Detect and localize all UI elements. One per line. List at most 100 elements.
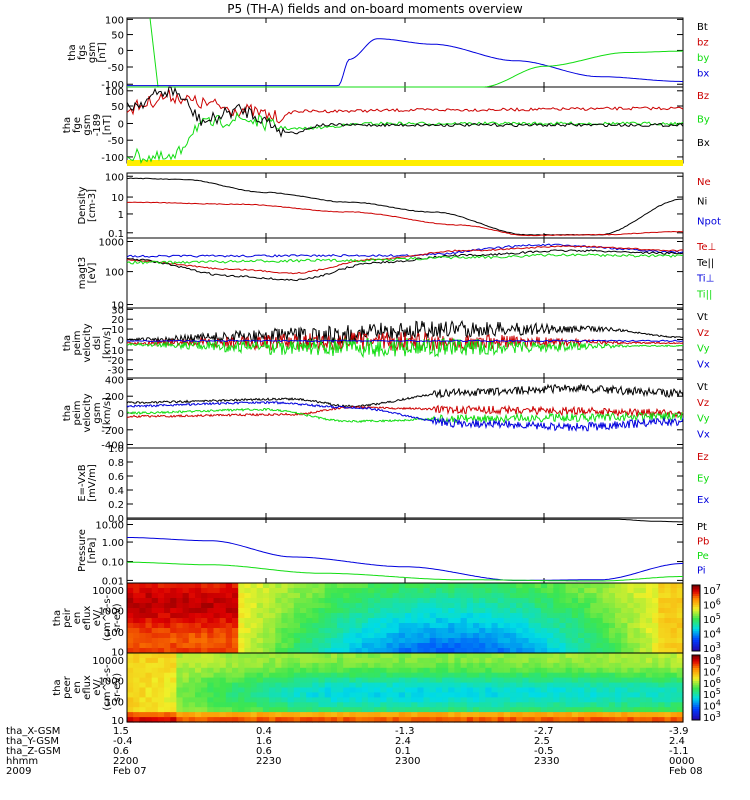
y-tick-label-density: 10: [111, 193, 124, 204]
peir-spectrogram-cell: [182, 608, 190, 614]
peir-spectrogram-cell: [658, 608, 666, 614]
peer-spectrogram-cell: [306, 717, 313, 723]
peer-spectrogram-cell: [473, 662, 480, 669]
peer-spectrogram-cell: [133, 692, 140, 698]
peer-spectrogram-cell: [324, 662, 332, 669]
peir-spectrogram-cell: [559, 613, 567, 619]
peir-colorbar-segment: [692, 637, 700, 641]
peer-spectrogram-cell: [238, 712, 245, 718]
peer-spectrogram-cell: [534, 707, 542, 713]
peer-spectrogram-cell: [528, 653, 536, 659]
peir-spectrogram-cell: [262, 608, 270, 614]
peer-spectrogram-cell: [571, 653, 579, 659]
peir-spectrogram-cell: [540, 613, 548, 619]
peir-spectrogram-cell: [621, 608, 628, 614]
peir-spectrogram-cell: [633, 633, 641, 639]
peir-spectrogram-cell: [287, 638, 295, 644]
peir-colorbar-segment: [692, 631, 700, 634]
peir-spectrogram-cell: [262, 603, 270, 609]
peer-spectrogram-cell: [584, 657, 591, 664]
peer-spectrogram-cell: [398, 677, 406, 684]
peer-spectrogram-cell: [312, 692, 320, 698]
peir-spectrogram-cell: [670, 613, 678, 619]
peir-spectrogram-cell: [182, 593, 190, 599]
peer-spectrogram-cell: [219, 653, 227, 659]
peer-spectrogram-cell: [417, 662, 425, 669]
peer-spectrogram-cell: [627, 667, 635, 674]
peir-spectrogram-cell: [547, 618, 554, 624]
peer-spectrogram-cell: [466, 692, 474, 698]
peer-spectrogram-cell: [367, 687, 375, 693]
peer-spectrogram-cell: [386, 672, 394, 679]
peir-spectrogram-cell: [485, 628, 493, 634]
peir-spectrogram-cell: [615, 583, 622, 589]
peer-spectrogram-cell: [398, 667, 406, 674]
peer-spectrogram-cell: [411, 702, 418, 708]
peir-spectrogram-cell: [429, 633, 437, 639]
peir-spectrogram-cell: [652, 598, 659, 604]
peir-spectrogram-cell: [170, 593, 177, 599]
peer-colorbar-segment: [692, 668, 700, 671]
peir-spectrogram-cell: [411, 588, 418, 594]
peer-spectrogram-cell: [670, 702, 678, 708]
peir-spectrogram-cell: [312, 628, 320, 634]
peir-spectrogram-cell: [658, 593, 666, 599]
peir-spectrogram-cell: [201, 638, 208, 644]
peir-spectrogram-cell: [615, 588, 622, 594]
peer-spectrogram-cell: [367, 702, 375, 708]
peer-spectrogram-cell: [139, 702, 147, 708]
series-bx: [127, 38, 683, 87]
peir-spectrogram-cell: [596, 608, 604, 614]
peer-spectrogram-cell: [485, 662, 493, 669]
peir-spectrogram-cell: [534, 598, 542, 604]
peer-spectrogram-cell: [355, 702, 363, 708]
peir-spectrogram-cell: [411, 648, 418, 654]
peer-spectrogram-cell: [398, 687, 406, 693]
peer-spectrogram-cell: [639, 707, 647, 713]
peir-spectrogram-cell: [479, 648, 486, 654]
peer-spectrogram-cell: [411, 672, 418, 679]
peir-spectrogram-cell: [559, 588, 567, 594]
peer-spectrogram-cell: [250, 687, 258, 693]
peer-spectrogram-cell: [164, 687, 171, 693]
peer-spectrogram-cell: [627, 657, 635, 664]
peir-spectrogram-cell: [170, 598, 177, 604]
y-tick-label-vgsm: 0: [118, 409, 124, 420]
peer-spectrogram-cell: [442, 702, 449, 708]
peir-spectrogram-cell: [337, 648, 344, 654]
peir-spectrogram-cell: [528, 608, 536, 614]
peer-spectrogram-cell: [207, 672, 215, 679]
peer-spectrogram-cell: [596, 682, 604, 689]
peir-spectrogram-cell: [485, 613, 493, 619]
peer-spectrogram-cell: [367, 653, 375, 659]
peer-spectrogram-cell: [639, 682, 647, 689]
peir-spectrogram-cell: [262, 628, 270, 634]
peer-spectrogram-cell: [435, 662, 443, 669]
peer-spectrogram-cell: [195, 667, 202, 674]
peer-spectrogram-cell: [312, 657, 320, 664]
peir-spectrogram-cell: [460, 638, 468, 644]
peer-spectrogram-cell: [355, 677, 363, 684]
peer-spectrogram-cell: [293, 687, 301, 693]
peir-spectrogram-cell: [473, 593, 480, 599]
peir-spectrogram-cell: [429, 648, 437, 654]
peir-spectrogram-cell: [207, 583, 215, 589]
peir-spectrogram-cell: [287, 613, 295, 619]
peir-spectrogram-cell: [547, 613, 554, 619]
peir-spectrogram-cell: [466, 608, 474, 614]
peer-spectrogram-cell: [664, 692, 672, 698]
legend-veem-Vt: Vt: [697, 312, 708, 323]
legend-fgs-bz: bz: [697, 38, 709, 49]
peir-spectrogram-cell: [405, 618, 412, 624]
peer-spectrogram-cell: [540, 702, 548, 708]
peir-spectrogram-cell: [151, 603, 159, 609]
peer-spectrogram-cell: [429, 687, 437, 693]
peer-spectrogram-cell: [608, 707, 616, 713]
peer-spectrogram-cell: [534, 692, 542, 698]
peer-spectrogram-cell: [553, 657, 561, 664]
peer-spectrogram-cell: [337, 717, 344, 723]
peer-spectrogram-cell: [349, 662, 357, 669]
peer-spectrogram-cell: [608, 657, 616, 664]
peer-spectrogram-cell: [676, 662, 684, 669]
peer-spectrogram-cell: [139, 667, 147, 674]
